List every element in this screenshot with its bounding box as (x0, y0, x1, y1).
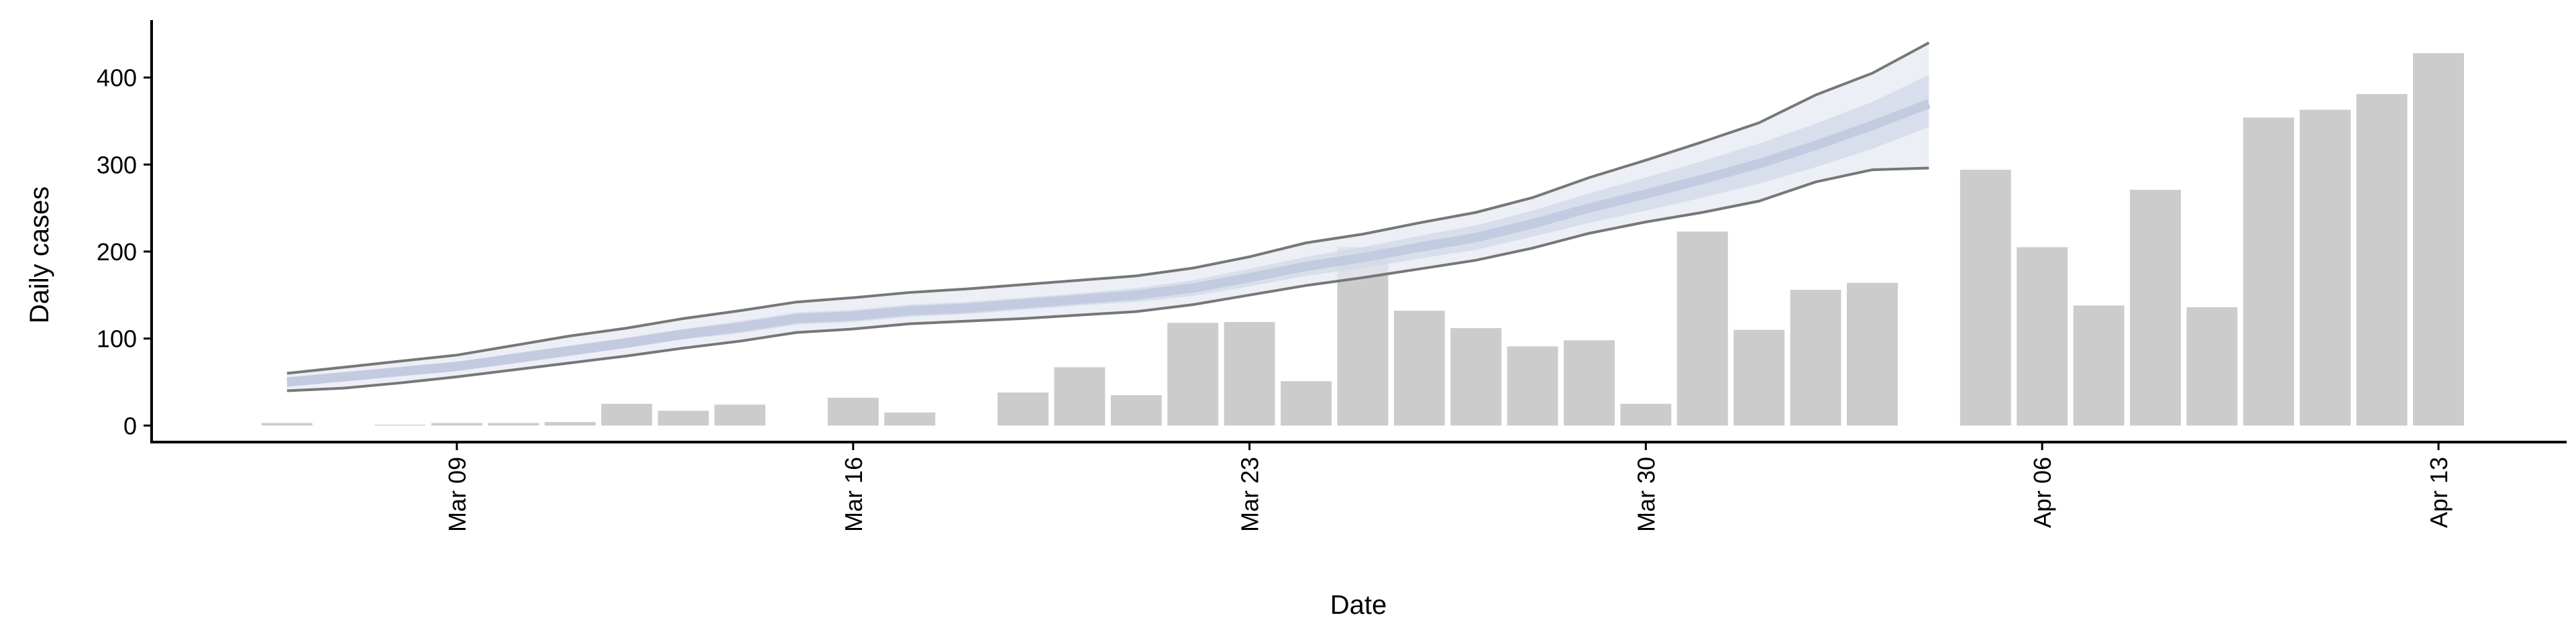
x-tick-label: Mar 09 (443, 457, 471, 532)
bar (2017, 247, 2068, 426)
x-tick-label: Mar 23 (1236, 457, 1264, 532)
bar (601, 403, 653, 426)
bar (1450, 328, 1502, 426)
bar (1167, 323, 1219, 426)
y-tick-label: 300 (97, 151, 137, 178)
bar (261, 423, 313, 426)
x-tick-label: Apr 06 (2029, 457, 2056, 528)
x-tick-label: Apr 13 (2425, 457, 2453, 528)
bar (1676, 231, 1728, 426)
bar (657, 411, 709, 426)
bar (1733, 329, 1785, 426)
bar (1564, 340, 1615, 426)
y-tick-label: 200 (97, 238, 137, 266)
bar (431, 423, 482, 426)
bar (1620, 403, 1672, 426)
bar (2356, 94, 2408, 426)
bar (2130, 189, 2181, 426)
bar (2300, 109, 2351, 426)
bar (1507, 346, 1558, 426)
bar (1281, 381, 1332, 426)
bar (488, 423, 539, 426)
bar (884, 412, 936, 426)
y-axis-title: Daily cases (25, 186, 54, 324)
median-line (286, 99, 1931, 387)
x-tick-label: Mar 30 (1632, 457, 1660, 532)
y-tick-label: 0 (123, 412, 137, 439)
bar (1224, 322, 1275, 426)
bar (827, 397, 879, 426)
y-tick-label: 400 (97, 64, 137, 92)
x-axis-title: Date (1330, 590, 1387, 620)
lower-bound-line (286, 166, 1929, 392)
bar (1054, 367, 1106, 426)
bar (1110, 394, 1162, 426)
bar (544, 422, 596, 426)
bar (714, 405, 765, 426)
bar (1960, 170, 2011, 426)
bar (1393, 311, 1445, 426)
bar (2243, 117, 2294, 426)
y-tick-label: 100 (97, 325, 137, 353)
bar (1847, 282, 1898, 426)
bar (2073, 305, 2125, 426)
x-tick-label: Mar 16 (840, 457, 867, 532)
bar (2413, 53, 2464, 426)
bar (1790, 290, 1841, 426)
bar (998, 392, 1049, 426)
bar (2186, 307, 2238, 426)
upper-bound-line (286, 41, 1930, 375)
